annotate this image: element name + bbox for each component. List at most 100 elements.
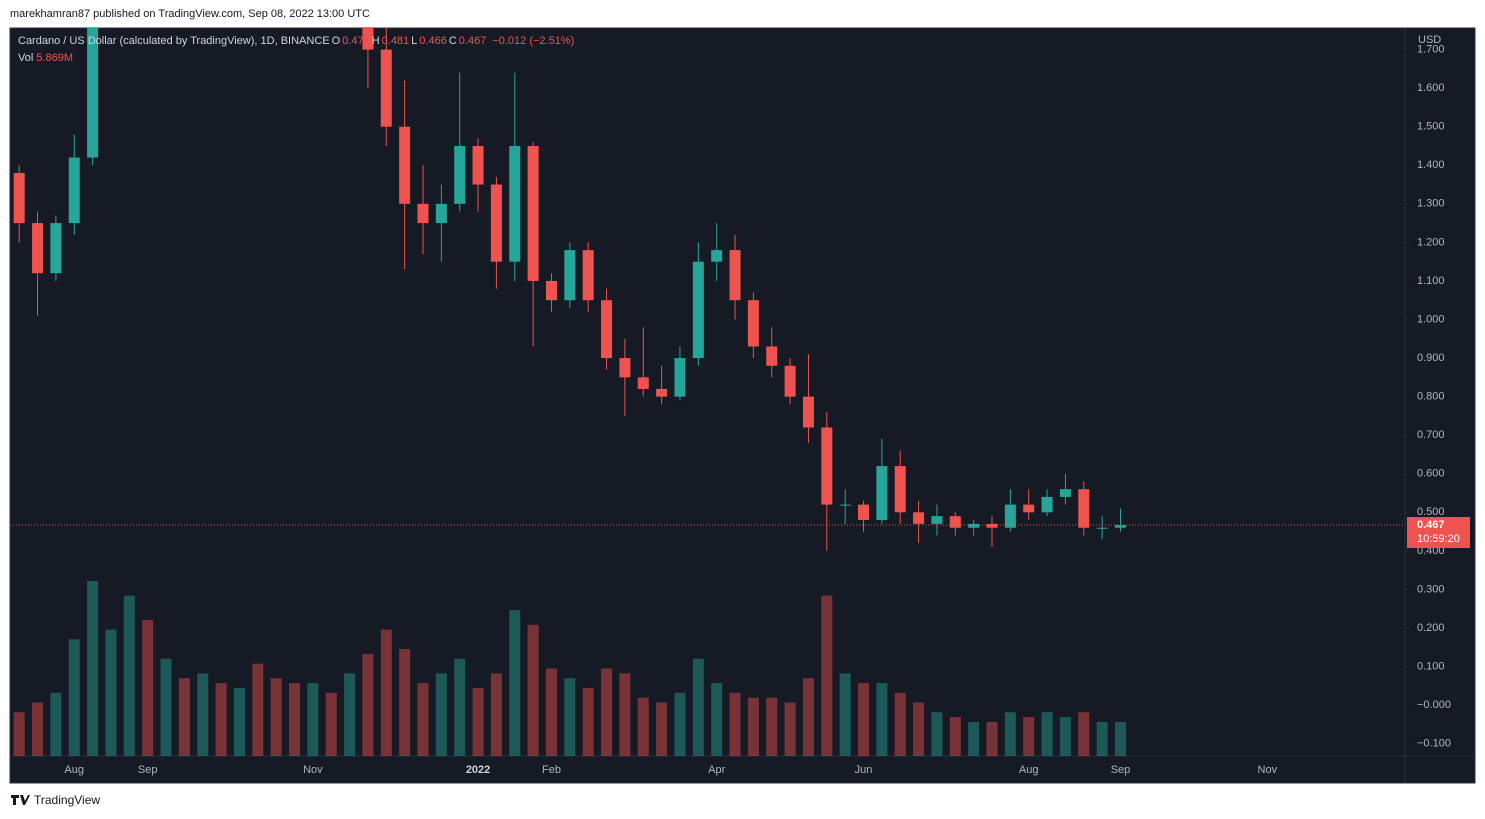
x-tick-label: Aug <box>1019 764 1039 776</box>
candle-body <box>986 523 998 528</box>
candle-body <box>784 365 796 397</box>
volume-bar <box>160 658 172 756</box>
candle-body <box>564 250 576 301</box>
x-tick-label: Aug <box>64 764 84 776</box>
x-tick-label: Jun <box>855 764 873 776</box>
volume-bar <box>949 717 961 756</box>
x-tick-label: Nov <box>303 764 323 776</box>
volume-bar <box>399 649 411 756</box>
y-tick-label: 0.200 <box>1417 622 1445 634</box>
candle-body <box>766 346 778 366</box>
footer: TradingView <box>10 793 100 807</box>
volume-bar <box>968 721 980 756</box>
high-label: H <box>371 35 380 47</box>
candle-body <box>399 126 411 204</box>
y-tick-label: 0.800 <box>1417 391 1445 403</box>
y-tick-label: 1.200 <box>1417 236 1445 248</box>
candle-body <box>582 250 594 301</box>
volume-bar <box>307 683 319 756</box>
last-price-box <box>1407 517 1470 549</box>
volume-bar <box>325 692 337 756</box>
volume-bar <box>472 687 484 756</box>
volume-bar <box>454 658 466 756</box>
y-tick-label: 1.000 <box>1417 313 1445 325</box>
volume-bar <box>564 678 576 756</box>
close-label: C <box>448 35 457 47</box>
volume-bar <box>894 692 906 756</box>
volume-bar <box>839 673 851 756</box>
x-tick-label: Feb <box>542 764 561 776</box>
volume-bar <box>289 683 301 756</box>
volume-bar <box>1078 712 1090 756</box>
y-tick-label: 1.600 <box>1417 82 1445 94</box>
candle-body <box>913 512 925 524</box>
volume-bar <box>490 673 502 756</box>
volume-legend: Vol 5.869M <box>18 52 73 64</box>
vol-value: 5.869M <box>36 52 74 64</box>
volume-bar <box>637 697 649 756</box>
candle-body <box>490 184 502 262</box>
open-label: O <box>331 35 341 47</box>
y-tick-label: 0.500 <box>1417 506 1445 518</box>
y-tick-label: 0.900 <box>1417 352 1445 364</box>
candle-body <box>931 516 943 524</box>
candle-body <box>711 250 723 262</box>
open-value: 0.479 <box>342 35 370 47</box>
volume-bar <box>233 687 245 756</box>
candle-body <box>601 300 613 359</box>
candle-body <box>509 145 521 262</box>
volume-bar <box>1041 712 1053 756</box>
volume-bar <box>1023 717 1035 756</box>
candle-body <box>839 504 851 506</box>
high-value: 0.481 <box>381 35 410 47</box>
change-value: −0.012 (−2.51%) <box>492 35 575 47</box>
y-tick-label: 0.700 <box>1417 429 1445 441</box>
symbol-legend: Cardano / US Dollar (calculated by Tradi… <box>18 35 576 47</box>
candle-body <box>656 388 668 397</box>
y-tick-label: −0.100 <box>1417 738 1451 750</box>
candle-body <box>527 145 539 281</box>
candle-body <box>435 203 447 224</box>
y-tick-label: 1.300 <box>1417 198 1445 210</box>
candle-body <box>637 377 649 389</box>
candle-body <box>32 223 44 274</box>
volume-bar <box>674 692 686 756</box>
candle-body <box>472 145 484 185</box>
volume-bar <box>1004 712 1016 756</box>
x-tick-label: Sep <box>138 764 158 776</box>
volume-bar <box>87 581 99 756</box>
x-tick-label: 2022 <box>466 764 490 776</box>
candle-body <box>674 358 686 397</box>
volume-bar <box>692 658 704 756</box>
volume-bar <box>784 702 796 756</box>
x-tick-label: Nov <box>1258 764 1278 776</box>
candle-body <box>1004 504 1016 528</box>
candle-body <box>1023 504 1035 513</box>
candle-body <box>1078 489 1090 528</box>
volume-bar <box>545 668 557 756</box>
candle-body <box>858 504 870 521</box>
candle-body <box>802 396 814 428</box>
volume-bar <box>582 687 594 756</box>
volume-bar <box>986 721 998 756</box>
candle-body <box>380 49 392 127</box>
candle-body <box>362 28 374 50</box>
low-label: L <box>411 35 418 47</box>
candle-body <box>417 203 429 224</box>
volume-bar <box>931 712 943 756</box>
volume-bar <box>1096 721 1108 756</box>
volume-bar <box>619 673 631 756</box>
volume-bar <box>380 629 392 756</box>
volume-bar <box>766 697 778 756</box>
y-tick-label: −0.000 <box>1417 699 1451 711</box>
y-tick-label: 1.700 <box>1417 43 1445 55</box>
volume-bar <box>270 678 282 756</box>
volume-bar <box>711 683 723 756</box>
symbol: Cardano / US Dollar (calculated by Tradi… <box>18 35 330 47</box>
candle-body <box>50 223 62 274</box>
x-tick-label: Apr <box>708 764 725 776</box>
volume-bar <box>729 692 741 756</box>
candle-body <box>729 250 741 301</box>
volume-bar <box>197 673 209 756</box>
volume-bar <box>913 702 925 756</box>
